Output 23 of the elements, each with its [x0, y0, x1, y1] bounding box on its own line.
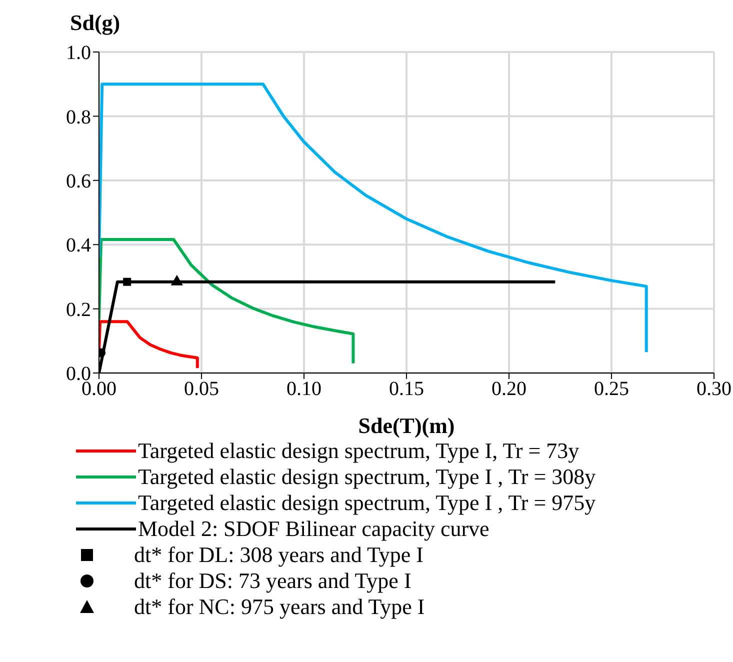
line-series: [99, 82, 648, 354]
y-tick-label: 0.6: [66, 170, 91, 192]
legend-label: Model 2: SDOF Bilinear capacity curve: [138, 516, 490, 542]
legend-label: dt* for DL: 308 years and Type I: [134, 542, 424, 568]
legend-label: Targeted elastic design spectrum, Type I , Tr = 975y: [138, 490, 596, 516]
x-tick-label: 0.10: [286, 378, 322, 400]
line-series: [99, 238, 355, 365]
y-tick-label: 0.8: [66, 106, 91, 128]
x-tick-label: 0.05: [184, 378, 219, 400]
y-tick-label: 0.4: [66, 234, 91, 257]
line-series: [99, 320, 199, 370]
legend-label: dt* for DS: 73 years and Type I: [134, 568, 412, 594]
legend-label: Targeted elastic design spectrum, Type I , Tr = 308y: [138, 464, 596, 490]
x-axis-title: Sde(T)(m): [358, 413, 455, 438]
y-tick-label: 1.0: [66, 42, 91, 64]
x-tick-label: 0.15: [389, 378, 424, 400]
x-tick-label: 0.30: [696, 378, 732, 400]
legend-label: Targeted elastic design spectrum, Type I, Tr = 73y: [138, 438, 580, 464]
x-tick-label: 0.25: [594, 378, 629, 400]
y-tick-label: 0.2: [66, 298, 91, 321]
y-axis-title: Sd(g): [70, 10, 120, 36]
x-tick-label: 0.20: [492, 378, 526, 400]
legend-label: dt* for NC: 975 years and Type I: [134, 594, 425, 620]
